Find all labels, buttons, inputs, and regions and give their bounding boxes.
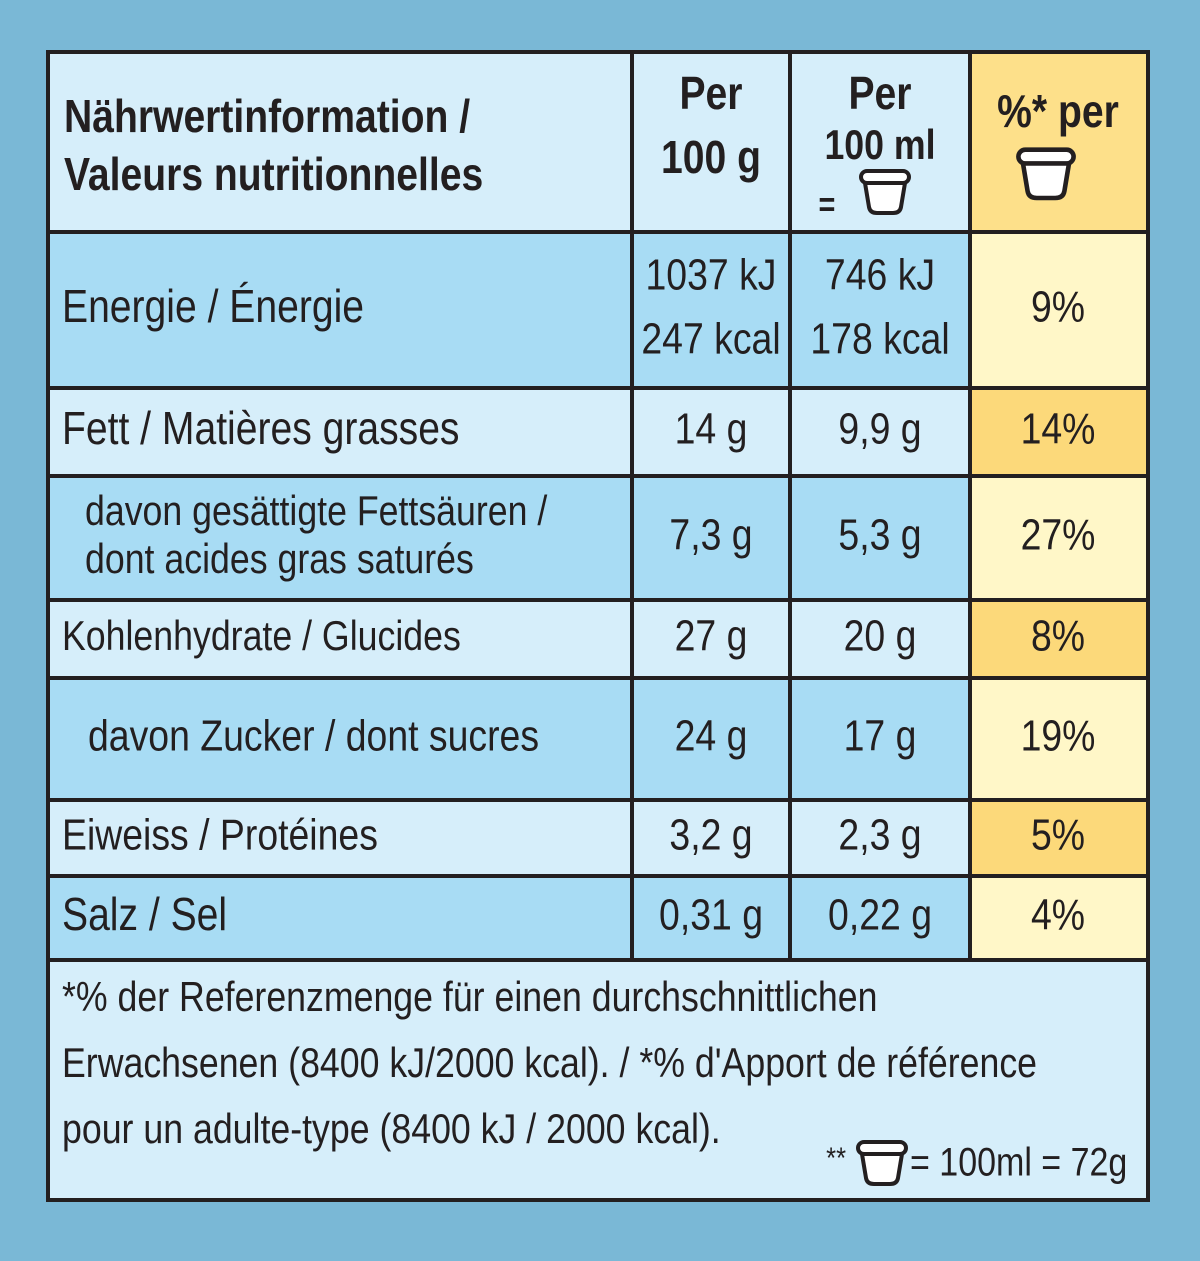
- cell: [46, 958, 1150, 1202]
- cell: [630, 798, 792, 878]
- cup-icon: [856, 1140, 908, 1186]
- cell: [788, 474, 972, 602]
- cup-icon: [859, 169, 911, 215]
- cell: [788, 386, 972, 478]
- value-percent: 8%: [1031, 611, 1085, 661]
- value-percent: 4%: [1031, 890, 1085, 940]
- row-label: davon gesättigte Fettsäuren /: [85, 488, 547, 534]
- value-per-100g: 24 g: [675, 711, 748, 761]
- footnote-line: pour un adulte-type (8400 kJ / 2000 kcal…: [62, 1106, 721, 1152]
- row-label: Fett / Matières grasses: [62, 403, 459, 455]
- header-percent: %* per: [997, 86, 1119, 138]
- value-per-100g: 7,3 g: [669, 510, 752, 560]
- value-per-100g: 0,31 g: [659, 890, 763, 940]
- cell: [630, 474, 792, 602]
- value-per-100ml: 746 kJ: [825, 250, 935, 300]
- row-label: Salz / Sel: [62, 889, 227, 941]
- value-percent: 5%: [1031, 810, 1085, 860]
- value-per-100g: 1037 kJ: [646, 250, 777, 300]
- cell: [46, 798, 634, 878]
- value-percent: 14%: [1021, 404, 1096, 454]
- header-per-100g: 100 g: [661, 132, 761, 184]
- value-per-100ml: 2,3 g: [838, 810, 921, 860]
- cell: [788, 598, 972, 680]
- value-per-100g: 27 g: [675, 611, 748, 661]
- footnote-portion: = 100ml = 72g: [910, 1139, 1127, 1184]
- value-percent: 27%: [1021, 510, 1096, 560]
- footnote-line: *% der Referenzmenge für einen durchschn…: [62, 974, 877, 1020]
- cell: [788, 798, 972, 878]
- cell: [46, 474, 634, 602]
- header-label: Nährwertinformation /: [64, 91, 470, 143]
- value-per-100ml: 9,9 g: [838, 404, 921, 454]
- value-per-100ml: 0,22 g: [828, 890, 932, 940]
- value-per-100g: 14 g: [675, 404, 748, 454]
- cell: [968, 798, 1150, 878]
- row-label: davon Zucker / dont sucres: [88, 711, 539, 761]
- value-per-100ml: 20 g: [844, 611, 917, 661]
- cell: [968, 598, 1150, 680]
- cell: [788, 874, 972, 962]
- header-per-100ml: 100 ml: [824, 122, 935, 168]
- header-per-100ml: Per: [848, 68, 911, 120]
- footnote-portion-prefix: **: [826, 1141, 846, 1174]
- row-label: dont acides gras saturés: [85, 536, 474, 582]
- cell: [968, 50, 1150, 234]
- cell: [630, 598, 792, 680]
- cell: [968, 230, 1150, 390]
- value-per-100ml: 17 g: [844, 711, 917, 761]
- cell: [46, 598, 634, 680]
- cell: [630, 50, 792, 234]
- value-per-100g: 3,2 g: [669, 810, 752, 860]
- row-label: Kohlenhydrate / Glucides: [62, 613, 461, 659]
- value-percent: 9%: [1031, 282, 1085, 332]
- row-label: Eiweiss / Protéines: [62, 810, 378, 860]
- header-per-100g: Per: [679, 68, 742, 120]
- footnote-line: Erwachsenen (8400 kJ/2000 kcal). / *% d'…: [62, 1040, 1037, 1086]
- cell: [630, 676, 792, 802]
- cell: [46, 50, 634, 234]
- cell: [968, 474, 1150, 602]
- header-label: Valeurs nutritionnelles: [64, 149, 483, 201]
- header-per-100ml: =: [819, 185, 836, 224]
- cell: [46, 386, 634, 478]
- value-per-100g: 247 kcal: [641, 314, 780, 364]
- row-label: Energie / Énergie: [62, 281, 364, 333]
- cell: [968, 676, 1150, 802]
- value-per-100ml: 178 kcal: [810, 314, 949, 364]
- cup-icon: [1018, 150, 1073, 198]
- value-per-100ml: 5,3 g: [838, 510, 921, 560]
- value-percent: 19%: [1021, 711, 1096, 761]
